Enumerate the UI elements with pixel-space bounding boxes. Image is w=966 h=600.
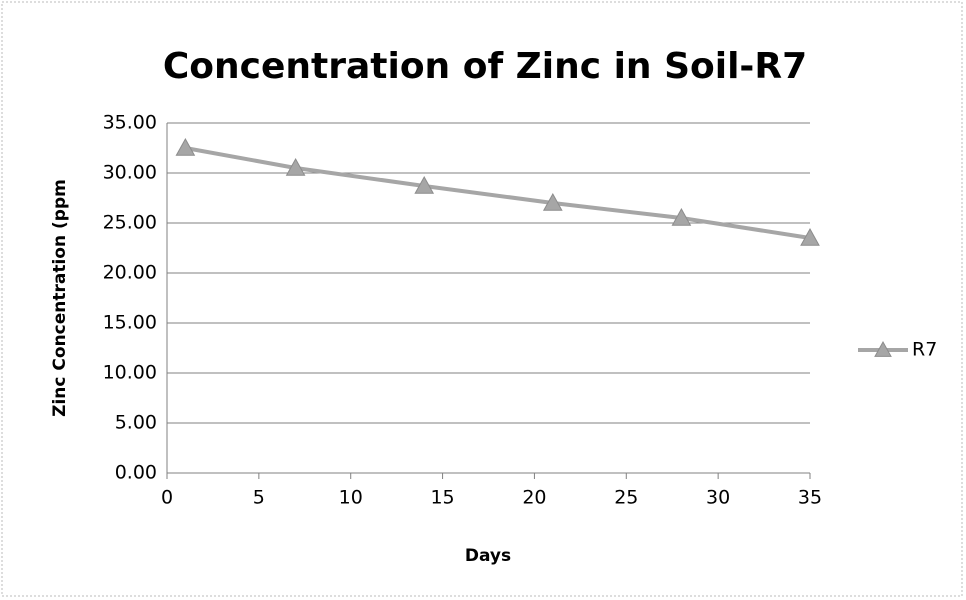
chart-title: Concentration of Zinc in Soil-R7	[163, 46, 807, 87]
x-tick-label: 10	[339, 487, 363, 509]
x-tick-label: 35	[798, 487, 822, 509]
x-tick-label: 30	[706, 487, 730, 509]
y-tick-label: 5.00	[115, 412, 157, 434]
y-tick-label: 0.00	[115, 462, 157, 484]
series-line	[185, 146, 811, 240]
y-tick-label: 10.00	[103, 362, 157, 384]
x-tick-label: 20	[522, 487, 546, 509]
x-axis-label: Days	[465, 546, 511, 566]
data-point	[414, 175, 435, 194]
y-tick-label: 20.00	[103, 262, 157, 284]
x-tick-label: 25	[614, 487, 638, 509]
legend-label: R7	[912, 339, 937, 361]
y-axis-label: Zinc Concentration (ppm	[50, 179, 70, 417]
x-tick-label: 5	[253, 487, 265, 509]
data-point	[175, 137, 196, 156]
data-point	[800, 227, 820, 246]
data-point	[285, 157, 306, 176]
legend-marker	[874, 340, 892, 357]
data-point	[671, 207, 692, 226]
y-tick-label: 30.00	[103, 162, 157, 184]
y-tick-label: 35.00	[103, 112, 157, 134]
data-point	[542, 192, 563, 211]
x-tick-label: 15	[430, 487, 454, 509]
y-tick-label: 15.00	[103, 312, 157, 334]
x-tick-label: 0	[161, 487, 173, 509]
y-tick-label: 25.00	[103, 212, 157, 234]
